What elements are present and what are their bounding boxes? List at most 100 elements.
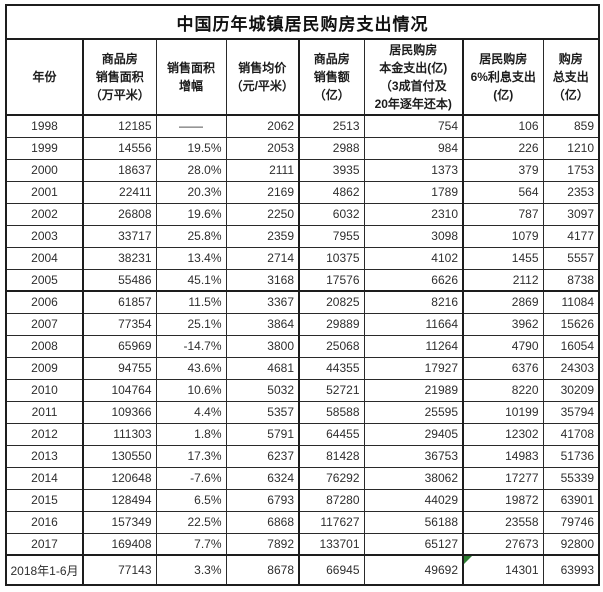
cell-price: 8678 bbox=[225, 554, 300, 586]
housing-expenditure-table: 中国历年城镇居民购房支出情况 年份 商品房 销售面积 （万平米） 销售面积 增幅 销售… bbox=[5, 4, 600, 586]
cell-growth: 19.6% bbox=[155, 202, 227, 226]
cell-interest: 6376 bbox=[462, 356, 544, 380]
cell-sales: 64455 bbox=[298, 422, 365, 446]
cell-interest: 1455 bbox=[462, 246, 544, 270]
cell-sales: 87280 bbox=[298, 488, 365, 512]
cell-sales: 3935 bbox=[298, 158, 365, 182]
cell-price: 2062 bbox=[225, 114, 300, 138]
cell-principal: 1373 bbox=[363, 158, 464, 182]
cell-price: 5357 bbox=[225, 400, 300, 424]
cell-sales: 58588 bbox=[298, 400, 365, 424]
cell-year: 2005 bbox=[5, 268, 84, 292]
cell-price: 2111 bbox=[225, 158, 300, 182]
cell-growth: 6.5% bbox=[155, 488, 227, 512]
cell-total: 24303 bbox=[542, 356, 600, 380]
cell-year: 2008 bbox=[5, 334, 84, 358]
cell-price: 6324 bbox=[225, 466, 300, 490]
cell-area: 128494 bbox=[82, 488, 157, 512]
cell-principal: 8216 bbox=[363, 290, 464, 314]
cell-interest: 14983 bbox=[462, 444, 544, 468]
cell-year: 2011 bbox=[5, 400, 84, 424]
cell-price: 7892 bbox=[225, 532, 300, 556]
cell-growth: 13.4% bbox=[155, 246, 227, 270]
cell-principal: 754 bbox=[363, 114, 464, 138]
cell-total: 79746 bbox=[542, 510, 600, 534]
table-row: 2010 104764 10.6% 5032 52721 21989 8220 30209 bbox=[5, 378, 600, 402]
cell-total: 15626 bbox=[542, 312, 600, 336]
cell-total: 1210 bbox=[542, 136, 600, 160]
cell-year: 2017 bbox=[5, 532, 84, 556]
cell-interest: 2112 bbox=[462, 268, 544, 292]
cell-price: 2169 bbox=[225, 180, 300, 204]
cell-sales: 10375 bbox=[298, 246, 365, 270]
cell-year: 2000 bbox=[5, 158, 84, 182]
cell-principal: 1789 bbox=[363, 180, 464, 204]
cell-interest: 106 bbox=[462, 114, 544, 138]
cell-interest: 8220 bbox=[462, 378, 544, 402]
column-header-principal: 居民购房 本金支出(亿) （3成首付及 20年逐年还本) bbox=[363, 38, 464, 116]
table-row: 2001 22411 20.3% 2169 4862 1789 564 2353 bbox=[5, 180, 600, 204]
cell-year: 2013 bbox=[5, 444, 84, 468]
cell-sales: 66945 bbox=[298, 554, 365, 586]
cell-total: 16054 bbox=[542, 334, 600, 358]
cell-area: 61857 bbox=[82, 290, 157, 314]
table-row: 2004 38231 13.4% 2714 10375 4102 1455 5557 bbox=[5, 246, 600, 270]
cell-interest: 17277 bbox=[462, 466, 544, 490]
cell-interest: 379 bbox=[462, 158, 544, 182]
cell-growth: 20.3% bbox=[155, 180, 227, 204]
cell-price: 6868 bbox=[225, 510, 300, 534]
cell-interest: 564 bbox=[462, 180, 544, 204]
cell-principal: 3098 bbox=[363, 224, 464, 248]
cell-growth: 22.5% bbox=[155, 510, 227, 534]
cell-interest: 10199 bbox=[462, 400, 544, 424]
cell-year: 2015 bbox=[5, 488, 84, 512]
table-title: 中国历年城镇居民购房支出情况 bbox=[5, 4, 600, 40]
cell-year: 2002 bbox=[5, 202, 84, 226]
table-row: 2005 55486 45.1% 3168 17576 6626 2112 8738 bbox=[5, 268, 600, 292]
cell-total: 5557 bbox=[542, 246, 600, 270]
table-body: 1998 12185 —— 2062 2513 754 106 859 1999 14556 19.… bbox=[5, 114, 600, 586]
cell-growth: 11.5% bbox=[155, 290, 227, 314]
cell-area: 12185 bbox=[82, 114, 157, 138]
table-row: 2006 61857 11.5% 3367 20825 8216 2869 11084 bbox=[5, 290, 600, 314]
cell-growth: 3.3% bbox=[155, 554, 227, 586]
cell-area: 65969 bbox=[82, 334, 157, 358]
cell-price: 2250 bbox=[225, 202, 300, 226]
cell-growth: -7.6% bbox=[155, 466, 227, 490]
cell-total: 8738 bbox=[542, 268, 600, 292]
table-row: 1999 14556 19.5% 2053 2988 984 226 1210 bbox=[5, 136, 600, 160]
table-row: 2000 18637 28.0% 2111 3935 1373 379 1753 bbox=[5, 158, 600, 182]
column-header-interest: 居民购房 6%利息支出 (亿) bbox=[462, 38, 544, 116]
table-row: 2011 109366 4.4% 5357 58588 25595 10199 35794 bbox=[5, 400, 600, 424]
table-row: 2012 111303 1.8% 5791 64455 29405 12302 41708 bbox=[5, 422, 600, 446]
cell-growth: 4.4% bbox=[155, 400, 227, 424]
column-header-growth: 销售面积 增幅 bbox=[155, 38, 227, 116]
cell-interest: 12302 bbox=[462, 422, 544, 446]
cell-area: 14556 bbox=[82, 136, 157, 160]
cell-total: 41708 bbox=[542, 422, 600, 446]
cell-price: 5791 bbox=[225, 422, 300, 446]
cell-principal: 17927 bbox=[363, 356, 464, 380]
cell-area: 111303 bbox=[82, 422, 157, 446]
cell-growth: 25.8% bbox=[155, 224, 227, 248]
table-row: 2003 33717 25.8% 2359 7955 3098 1079 4177 bbox=[5, 224, 600, 248]
cell-sales: 117627 bbox=[298, 510, 365, 534]
cell-total: 92800 bbox=[542, 532, 600, 556]
cell-principal: 29405 bbox=[363, 422, 464, 446]
cell-sales: 25068 bbox=[298, 334, 365, 358]
cell-sales: 29889 bbox=[298, 312, 365, 336]
table-row: 2015 128494 6.5% 6793 87280 44029 19872 63901 bbox=[5, 488, 600, 512]
cell-principal: 65127 bbox=[363, 532, 464, 556]
cell-growth: 43.6% bbox=[155, 356, 227, 380]
cell-year: 2006 bbox=[5, 290, 84, 314]
cell-sales: 2988 bbox=[298, 136, 365, 160]
cell-growth: 28.0% bbox=[155, 158, 227, 182]
cell-sales: 6032 bbox=[298, 202, 365, 226]
cell-area: 120648 bbox=[82, 466, 157, 490]
cell-year: 2007 bbox=[5, 312, 84, 336]
cell-interest: 4790 bbox=[462, 334, 544, 358]
cell-total: 55339 bbox=[542, 466, 600, 490]
cell-year: 2016 bbox=[5, 510, 84, 534]
table-row: 2007 77354 25.1% 3864 29889 11664 3962 15626 bbox=[5, 312, 600, 336]
cell-principal: 25595 bbox=[363, 400, 464, 424]
